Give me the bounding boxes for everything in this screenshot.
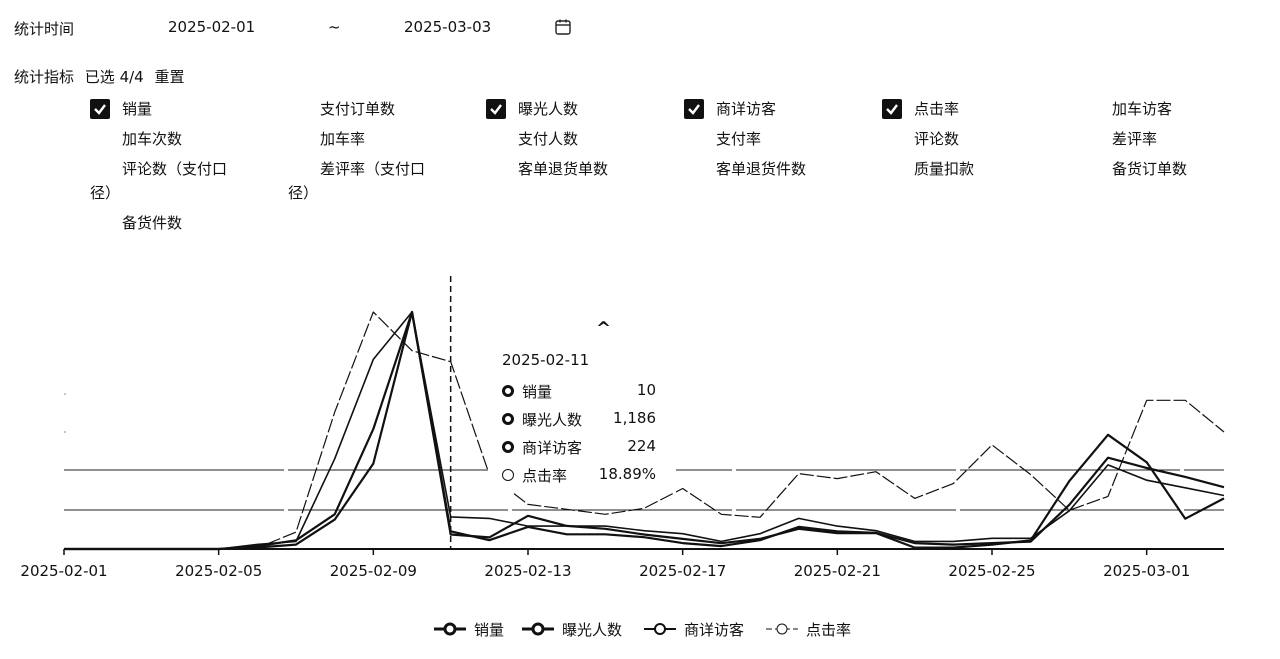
series-marker-icon — [502, 469, 514, 481]
end-date-field[interactable]: 2025-03-03 — [404, 18, 492, 36]
metric-option-label: 支付人数 — [518, 130, 579, 148]
stat-metric-row: 统计指标 已选 4/4 重置 — [14, 66, 191, 87]
legend-marker-icon — [522, 622, 554, 636]
metric-option-label: 差评率 — [1112, 130, 1158, 148]
tooltip-series-value: 224 — [627, 437, 656, 455]
legend-marker-icon — [766, 623, 798, 635]
metric-option-label: 曝光人数 — [518, 100, 579, 118]
start-date-field[interactable]: 2025-02-01 — [168, 18, 256, 36]
series-marker-icon — [502, 413, 514, 425]
stat-metric-label: 统计指标 — [14, 68, 75, 86]
stat-time-label: 统计时间 — [14, 20, 75, 38]
metric-option-label: 商详访客 — [716, 100, 777, 118]
reset-button[interactable]: 重置 — [154, 68, 185, 86]
series-line-4 — [64, 311, 1225, 550]
tooltip-series-name: 销量 — [522, 383, 553, 401]
legend-label: 销量 — [474, 621, 505, 639]
tooltip-row: 商详访客 224 — [502, 437, 662, 459]
x-tick-label: 2025-02-17 — [639, 562, 726, 580]
stat-time-row: 统计时间 2025-02-01 ~ 2025-03-03 — [14, 16, 614, 40]
tooltip-series-name: 商详访客 — [522, 439, 583, 457]
metric-option-label: 评论数（支付口径） — [90, 160, 228, 202]
metric-option-label: 客单退货单数 — [518, 160, 609, 178]
metric-option-label: 质量扣款 — [914, 160, 975, 178]
x-tick-label: 2025-02-25 — [948, 562, 1035, 580]
chart-legend: 销量 曝光人数 商详访客 点击率 — [432, 617, 892, 641]
tooltip-series-name: 曝光人数 — [522, 411, 583, 429]
tooltip-row: 销量 10 — [502, 381, 662, 403]
series-marker-icon — [502, 441, 514, 453]
metric-option-label: 差评率（支付口径） — [288, 160, 426, 202]
tooltip-series-value: 1,186 — [613, 409, 656, 427]
tooltip-row: 点击率 18.89% — [502, 465, 662, 487]
chart-tooltip: 2025-02-11 销量 10 曝光人数 1,186 商详访客 224 点击率… — [488, 345, 676, 493]
date-separator: ~ — [328, 18, 341, 36]
legend-label: 商详访客 — [684, 621, 745, 639]
x-tick-label: 2025-02-01 — [20, 562, 107, 580]
metric-option-label: 销量 — [122, 100, 153, 118]
checkbox-checked-icon[interactable] — [486, 99, 506, 119]
series-line-3 — [64, 311, 1225, 550]
metric-option-label: 加车率 — [320, 130, 366, 148]
metric-option-label: 点击率 — [914, 100, 960, 118]
legend-marker-icon — [434, 622, 466, 636]
x-tick-label: 2025-02-21 — [794, 562, 881, 580]
tooltip-series-value: 10 — [636, 381, 656, 399]
metric-option-label: 支付率 — [716, 130, 762, 148]
metric-option-label: 客单退货件数 — [716, 160, 807, 178]
metric-option-label: 加车次数 — [122, 130, 183, 148]
checkbox-checked-icon[interactable] — [90, 99, 110, 119]
metric-option-label: 支付订单数 — [320, 100, 396, 118]
x-tick-label: 2025-02-05 — [175, 562, 262, 580]
tooltip-series-name: 点击率 — [522, 467, 568, 485]
metric-option-label: 备货订单数 — [1112, 160, 1188, 178]
legend-label: 点击率 — [806, 621, 852, 639]
x-tick-label: 2025-02-09 — [330, 562, 417, 580]
metric-option-label: 加车访客 — [1112, 100, 1173, 118]
checkbox-checked-icon[interactable] — [684, 99, 704, 119]
series-marker-icon — [502, 385, 514, 397]
legend-label: 曝光人数 — [562, 621, 623, 639]
metric-option-label: 评论数 — [914, 130, 960, 148]
tooltip-row: 曝光人数 1,186 — [502, 409, 662, 431]
tooltip-date: 2025-02-11 — [502, 351, 590, 369]
legend-marker-icon — [644, 623, 676, 635]
x-tick-label: 2025-02-13 — [484, 562, 571, 580]
selected-count: 已选 4/4 — [84, 68, 144, 86]
x-tick-label: 2025-03-01 — [1103, 562, 1190, 580]
collapse-caret-icon[interactable]: ^ — [596, 318, 612, 339]
line-chart[interactable]: 2025-02-01 2025-02-05 2025-02-09 2025-02-13… — [0, 260, 1280, 590]
calendar-icon[interactable] — [554, 18, 572, 36]
tooltip-series-value: 18.89% — [598, 465, 656, 483]
checkbox-checked-icon[interactable] — [882, 99, 902, 119]
metric-option-label: 备货件数 — [122, 214, 183, 232]
